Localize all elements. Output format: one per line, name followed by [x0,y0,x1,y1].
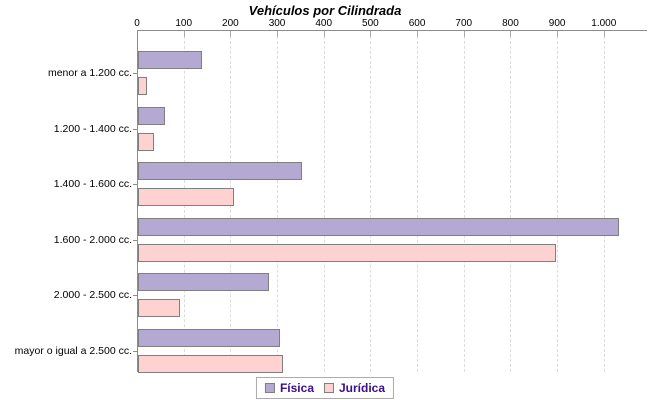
bar-juridica [138,243,556,262]
x-tick-label: 100 [175,18,193,29]
bar-juridica [138,188,234,206]
gridline [603,31,605,372]
bar-juridica [138,299,180,317]
gridline [417,31,419,372]
x-tick-label: 700 [455,18,473,29]
y-tick-mark [133,128,137,130]
x-tick-label: 0 [134,18,140,29]
x-tick-mark [277,31,279,37]
gridline [323,31,325,372]
x-tick-label: 400 [315,18,333,29]
y-tick-mark [133,350,137,352]
bar-fisica [138,162,303,180]
x-tick-mark [603,31,605,37]
legend-item: Física [264,381,314,395]
x-tick-label: 600 [408,18,426,29]
x-axis-line [137,30,647,31]
x-tick-mark [323,31,325,37]
x-tick-mark [230,31,232,37]
legend-swatch-icon [324,383,334,393]
category-label: menor a 1.200 cc. [47,67,132,79]
legend-item-label: Física [279,381,314,395]
x-tick-label: 900 [548,18,566,29]
legend-item-label: Jurídica [339,381,386,395]
x-tick-label: 800 [502,18,519,29]
category-label: mayor o igual a 2.500 cc. [14,344,132,357]
x-tick-mark [183,31,185,37]
x-tick-mark [463,31,465,37]
legend: Física Jurídica [255,377,395,399]
x-tick-mark [417,31,419,37]
bar-fisica [138,273,269,291]
gridline [277,31,279,372]
bar-fisica [138,217,619,236]
bar-fisica [138,51,202,69]
chart-title: Vehículos por Cilindrada [248,3,402,18]
bar-juridica [138,354,283,373]
legend-swatch-icon [264,383,275,393]
bar-fisica [138,328,281,347]
x-tick-mark [510,31,512,37]
category-label: 1.600 - 2.000 cc. [53,233,132,246]
x-tick-label: 200 [222,18,239,29]
bar-juridica [138,77,148,95]
y-tick-mark [133,295,137,296]
category-label: 1.200 - 1.400 cc. [53,122,132,135]
y-axis-line [137,30,138,372]
bar-fisica [138,106,165,125]
gridline [463,31,465,372]
gridline [557,31,559,372]
y-tick-mark [133,184,137,185]
bar-juridica [138,132,154,151]
x-tick-label: 300 [268,18,286,29]
y-tick-mark [133,239,137,241]
legend-item: Jurídica [324,381,385,395]
x-tick-mark [557,31,559,37]
category-label: 2.000 - 2.500 cc. [53,289,132,301]
y-tick-mark [133,73,137,74]
x-tick-label: 1.000 [591,18,617,29]
x-tick-mark [370,31,372,37]
x-tick-label: 500 [362,18,379,29]
category-label: 1.400 - 1.600 cc. [53,178,132,190]
gridline [370,31,372,372]
gridline [510,31,512,372]
